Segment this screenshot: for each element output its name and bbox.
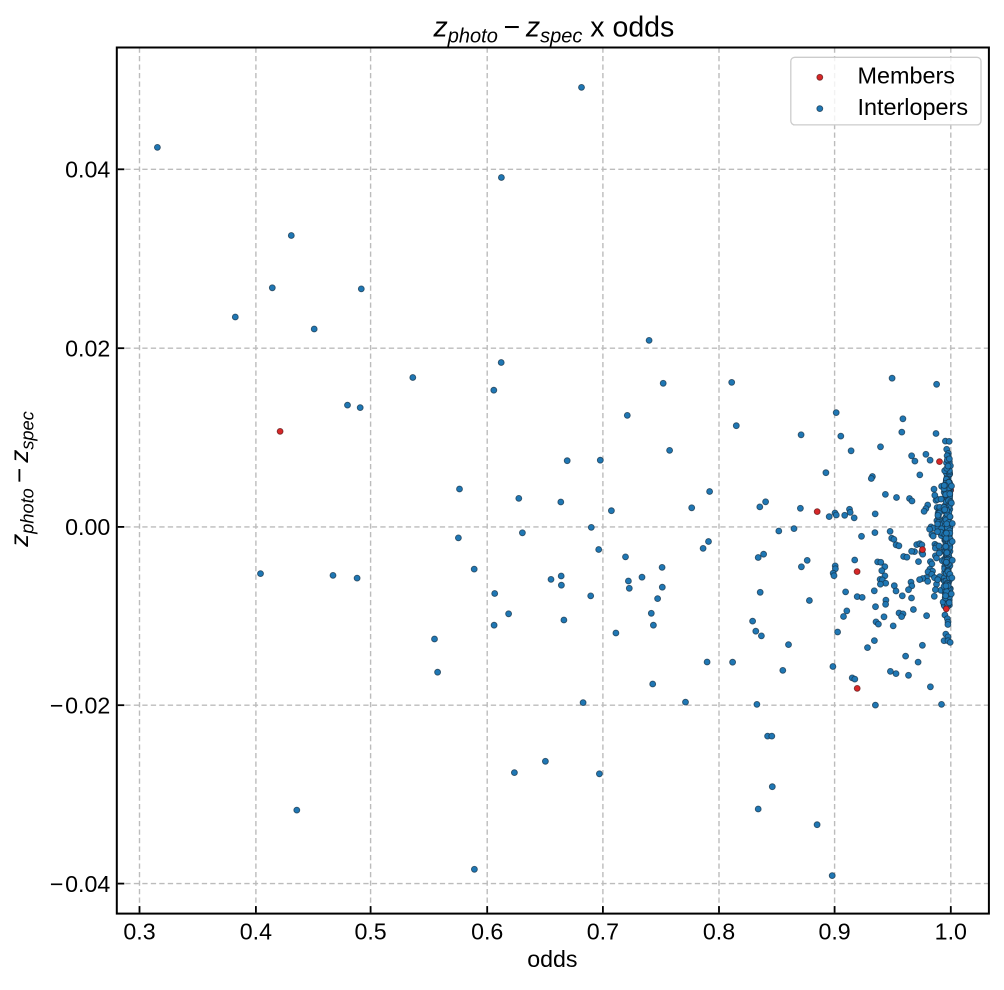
svg-text:0.04: 0.04 [65, 157, 110, 183]
svg-text:zphoto − zspec: zphoto − zspec [4, 411, 38, 548]
svg-text:zphoto − zspec x odds: zphoto − zspec x odds [433, 12, 675, 48]
svg-text:odds: odds [527, 946, 577, 972]
svg-text:0.02: 0.02 [65, 336, 110, 362]
svg-text:0.00: 0.00 [65, 514, 110, 540]
svg-text:Members: Members [858, 63, 955, 89]
svg-text:0.9: 0.9 [818, 919, 850, 945]
svg-text:0.6: 0.6 [471, 919, 503, 945]
svg-text:− 0.04: − 0.04 [50, 871, 111, 897]
svg-text:0.5: 0.5 [354, 919, 386, 945]
svg-text:0.8: 0.8 [703, 919, 735, 945]
svg-text:1.0: 1.0 [935, 919, 967, 945]
svg-text:0.4: 0.4 [240, 919, 272, 945]
svg-text:0.7: 0.7 [587, 919, 619, 945]
svg-text:Interlopers: Interlopers [858, 94, 969, 120]
svg-text:0.3: 0.3 [123, 919, 155, 945]
svg-text:− 0.02: − 0.02 [50, 693, 111, 719]
